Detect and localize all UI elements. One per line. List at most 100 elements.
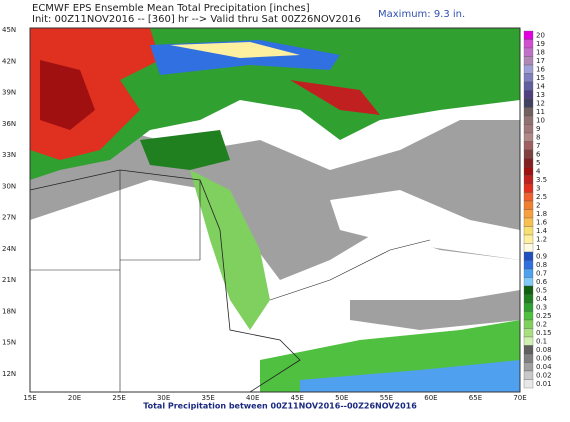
lat-label: 30N bbox=[2, 182, 16, 190]
colorbar-swatch bbox=[523, 56, 534, 66]
colorbar-swatch bbox=[523, 209, 534, 219]
lon-label: 65E bbox=[469, 394, 482, 402]
colorbar-label: 0.6 bbox=[536, 278, 548, 286]
colorbar-swatch bbox=[523, 294, 534, 304]
caucasus-rain bbox=[290, 80, 380, 115]
colorbar-swatch bbox=[523, 200, 534, 210]
colorbar-swatch bbox=[523, 64, 534, 74]
colorbar-swatch bbox=[523, 141, 534, 151]
wet-region bbox=[30, 28, 520, 180]
colorbar-swatch bbox=[523, 328, 534, 338]
green-patch bbox=[140, 130, 230, 170]
colorbar-swatch bbox=[523, 243, 534, 253]
south-blue bbox=[300, 360, 520, 392]
lon-label: 45E bbox=[291, 394, 304, 402]
colorbar-swatch bbox=[523, 73, 534, 83]
lon-label: 20E bbox=[68, 394, 81, 402]
colorbar-label: 0.02 bbox=[536, 371, 552, 379]
lat-label: 21N bbox=[2, 276, 16, 284]
lon-label: 55E bbox=[380, 394, 393, 402]
colorbar-label: 1.8 bbox=[536, 210, 547, 218]
lat-label: 24N bbox=[2, 245, 16, 253]
colorbar-label: 11 bbox=[536, 108, 545, 116]
lon-label: 40E bbox=[246, 394, 259, 402]
colorbar-label: 20 bbox=[536, 31, 545, 39]
colorbar-label: 0.08 bbox=[536, 346, 552, 354]
colorbar-label: 3.5 bbox=[536, 176, 547, 184]
colorbar-swatch bbox=[523, 183, 534, 193]
colorbar-swatch bbox=[523, 362, 534, 372]
lat-label: 36N bbox=[2, 120, 16, 128]
colorbar-label: 0.04 bbox=[536, 363, 552, 371]
lat-label: 18N bbox=[2, 307, 16, 315]
colorbar-swatch bbox=[523, 345, 534, 355]
colorbar-swatch bbox=[523, 149, 534, 159]
lat-label: 39N bbox=[2, 89, 16, 97]
lon-label: 25E bbox=[112, 394, 125, 402]
colorbar-swatch bbox=[523, 285, 534, 295]
map-area bbox=[29, 27, 521, 393]
colorbar-swatch bbox=[523, 30, 534, 40]
colorbar-swatch bbox=[523, 81, 534, 91]
colorbar-swatch bbox=[523, 226, 534, 236]
lat-label: 45N bbox=[2, 26, 16, 34]
dry-core bbox=[330, 190, 520, 260]
colorbar-swatch bbox=[523, 353, 534, 363]
colorbar-swatch bbox=[523, 319, 534, 329]
colorbar-label: 2.5 bbox=[536, 193, 547, 201]
sea-grey bbox=[350, 290, 520, 330]
colorbar-swatch bbox=[523, 90, 534, 100]
colorbar-swatch bbox=[523, 158, 534, 168]
colorbar-label: 0.15 bbox=[536, 329, 552, 337]
colorbar-label: 0.5 bbox=[536, 286, 547, 294]
colorbar-swatch bbox=[523, 260, 534, 270]
lon-label: 35E bbox=[202, 394, 215, 402]
colorbar-swatch bbox=[523, 311, 534, 321]
colorbar-swatch bbox=[523, 107, 534, 117]
colorbar-label: 1.2 bbox=[536, 235, 547, 243]
colorbar-swatch bbox=[523, 39, 534, 49]
colorbar-label: 17 bbox=[536, 57, 545, 65]
colorbar-label: 0.4 bbox=[536, 295, 548, 303]
colorbar-swatch bbox=[523, 234, 534, 244]
colorbar-label: 8 bbox=[536, 133, 540, 141]
colorbar-label: 6 bbox=[536, 150, 541, 158]
colorbar-label: 12 bbox=[536, 99, 545, 107]
colorbar-swatch bbox=[523, 192, 534, 202]
lat-label: 42N bbox=[2, 57, 16, 65]
footer: Total Precipitation between 00Z11NOV2016… bbox=[143, 402, 417, 411]
colorbar-label: 0.9 bbox=[536, 252, 547, 260]
maximum: Maximum: 9.3 in. bbox=[378, 9, 465, 20]
colorbar-swatch bbox=[523, 98, 534, 108]
lon-label: 70E bbox=[513, 394, 526, 402]
colorbar-swatch bbox=[523, 115, 534, 125]
colorbar-label: 2 bbox=[536, 201, 540, 209]
red-sea-band bbox=[190, 170, 270, 330]
colorbar-label: 0.1 bbox=[536, 337, 547, 345]
colorbar-swatch bbox=[523, 175, 534, 185]
colorbar-label: 0.3 bbox=[536, 303, 547, 311]
colorbar-label: 15 bbox=[536, 74, 545, 82]
colorbar-label: 5 bbox=[536, 159, 540, 167]
lat-label: 15N bbox=[2, 339, 16, 347]
colorbar-label: 0.01 bbox=[536, 380, 552, 388]
colorbar-label: 10 bbox=[536, 116, 545, 124]
lon-label: 30E bbox=[157, 394, 170, 402]
colorbar-label: 0.7 bbox=[536, 269, 547, 277]
lat-label: 27N bbox=[2, 214, 16, 222]
lat-label: 12N bbox=[2, 370, 16, 378]
colorbar-swatch bbox=[523, 268, 534, 278]
colorbar-label: 0.06 bbox=[536, 354, 552, 362]
colorbar-label: 3 bbox=[536, 184, 540, 192]
colorbar-label: 1.6 bbox=[536, 218, 548, 226]
colorbar-label: 0.25 bbox=[536, 312, 552, 320]
yellow-band bbox=[170, 42, 300, 58]
colorbar-label: 16 bbox=[536, 65, 545, 73]
colorbar-swatch bbox=[523, 132, 534, 142]
colorbar-swatch bbox=[523, 166, 534, 176]
colorbar-label: 14 bbox=[536, 82, 545, 90]
title: ECMWF EPS Ensemble Mean Total Precipitat… bbox=[32, 3, 310, 14]
colorbar-label: 18 bbox=[536, 48, 545, 56]
map-frame bbox=[29, 27, 521, 393]
